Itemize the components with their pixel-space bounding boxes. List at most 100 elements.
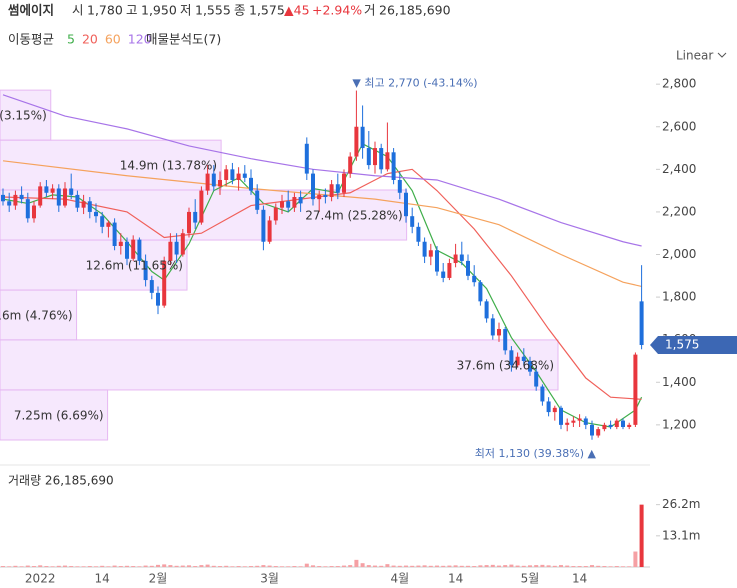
volume-label: 거 (364, 3, 376, 18)
volume-bar (447, 565, 452, 567)
profile-label[interactable]: 매물분석도(7) (146, 32, 221, 47)
candle-body (323, 194, 328, 198)
candle-body (509, 350, 514, 366)
volume-tick-label: 26.2m (662, 497, 700, 511)
volume-bar (273, 566, 278, 567)
candle-body (280, 201, 284, 208)
candle-body (81, 201, 86, 208)
candle-body (267, 220, 272, 242)
candle-body (25, 199, 30, 219)
volume-bar (44, 566, 49, 567)
volume-bar (125, 565, 129, 567)
low-label: 저 (180, 3, 192, 18)
volume-bar (590, 565, 594, 567)
volume-bar (199, 565, 204, 567)
volume-bar (596, 565, 601, 567)
volume-bar (311, 565, 315, 567)
y-tick-label: 2,600 (662, 119, 696, 133)
volume-bar (87, 566, 92, 567)
volume-bar (503, 565, 508, 567)
volume-bar (565, 565, 570, 567)
volume-bar (323, 566, 328, 567)
dropdown-arrow[interactable] (717, 52, 727, 58)
x-tick-label: 2월 (149, 572, 168, 586)
volume-profile-label: 7.25m (6.69%) (14, 408, 104, 422)
volume-bar (118, 566, 123, 567)
volume-bar (317, 566, 322, 567)
volume-bar (453, 565, 458, 567)
volume-bar (478, 565, 483, 567)
candle-body (255, 190, 260, 210)
candle-body (75, 194, 80, 208)
close-label: 종 (234, 3, 246, 18)
volume-bar (255, 565, 260, 567)
volume-bar (75, 566, 80, 567)
candle-body (453, 254, 458, 264)
candle-body (441, 271, 446, 278)
volume-bar (633, 551, 638, 567)
candle-body (435, 250, 439, 272)
candle-body (137, 239, 142, 261)
volume-bar (286, 566, 291, 567)
volume-bar (335, 566, 340, 567)
volume-bar (410, 565, 415, 567)
candle-body (627, 424, 632, 427)
candle-body (608, 424, 613, 427)
price-tag-label: 1,575 (665, 338, 699, 352)
volume-bar (63, 565, 67, 567)
ma-legend-entry: 5 (67, 32, 75, 47)
volume-bar (391, 565, 396, 567)
volume-bar (397, 565, 402, 567)
volume-bar (404, 565, 408, 567)
moving-average-line (2, 160, 642, 288)
y-tick-label: 2,200 (662, 204, 696, 218)
volume-bar (205, 564, 210, 567)
volume-bar (472, 566, 477, 567)
candle-body (38, 186, 43, 206)
ma-label[interactable]: 이동평균 (8, 32, 54, 47)
volume-bar (348, 565, 353, 567)
candle-body (242, 173, 247, 178)
candle-body (205, 173, 210, 191)
min-annotation: 최저 1,130 (39.38%) ▲ (475, 447, 597, 460)
x-tick-label: 2022 (25, 572, 56, 586)
candle-body (193, 211, 198, 223)
candle-body (366, 148, 371, 166)
candle-body (354, 126, 359, 157)
volume-bar (50, 566, 55, 567)
ma-legend-entry: 60 (105, 32, 121, 47)
candle-body (577, 418, 582, 421)
volume-bar (509, 564, 514, 567)
volume-profile-label: 12.6m (11.65%) (86, 259, 183, 273)
volume: 26,185,690 (379, 3, 451, 18)
candle-body (230, 169, 235, 180)
candle-body (428, 250, 433, 257)
candle-body (44, 186, 49, 193)
volume-bar (366, 565, 371, 567)
x-tick-label: 14 (572, 572, 587, 586)
candle-body (329, 184, 334, 198)
volume-bar (38, 565, 43, 567)
candle-body (1, 194, 5, 202)
candle-body (559, 407, 563, 425)
candle-body (583, 418, 588, 425)
volume-bar (180, 565, 185, 567)
x-tick-label: 14 (95, 572, 110, 586)
volume-bar (267, 565, 272, 567)
low: 1,555 (195, 3, 231, 18)
candle-body (131, 239, 136, 259)
y-tick-label: 2,800 (662, 77, 696, 91)
max-annotation: ▼ 최고 2,770 (-43.14%) (352, 77, 477, 90)
open-label: 시 (72, 3, 84, 18)
candle-body (180, 233, 185, 255)
volume-bar (546, 565, 551, 567)
candle-body (199, 190, 204, 223)
candle-body (149, 280, 154, 293)
candle-body (335, 184, 340, 193)
candle-body (87, 201, 92, 212)
candle-body (13, 194, 18, 206)
candle-body (422, 241, 427, 257)
candle-body (348, 156, 353, 174)
y-tick-label: 1,200 (662, 417, 696, 431)
scale-mode[interactable]: Linear (676, 49, 713, 63)
